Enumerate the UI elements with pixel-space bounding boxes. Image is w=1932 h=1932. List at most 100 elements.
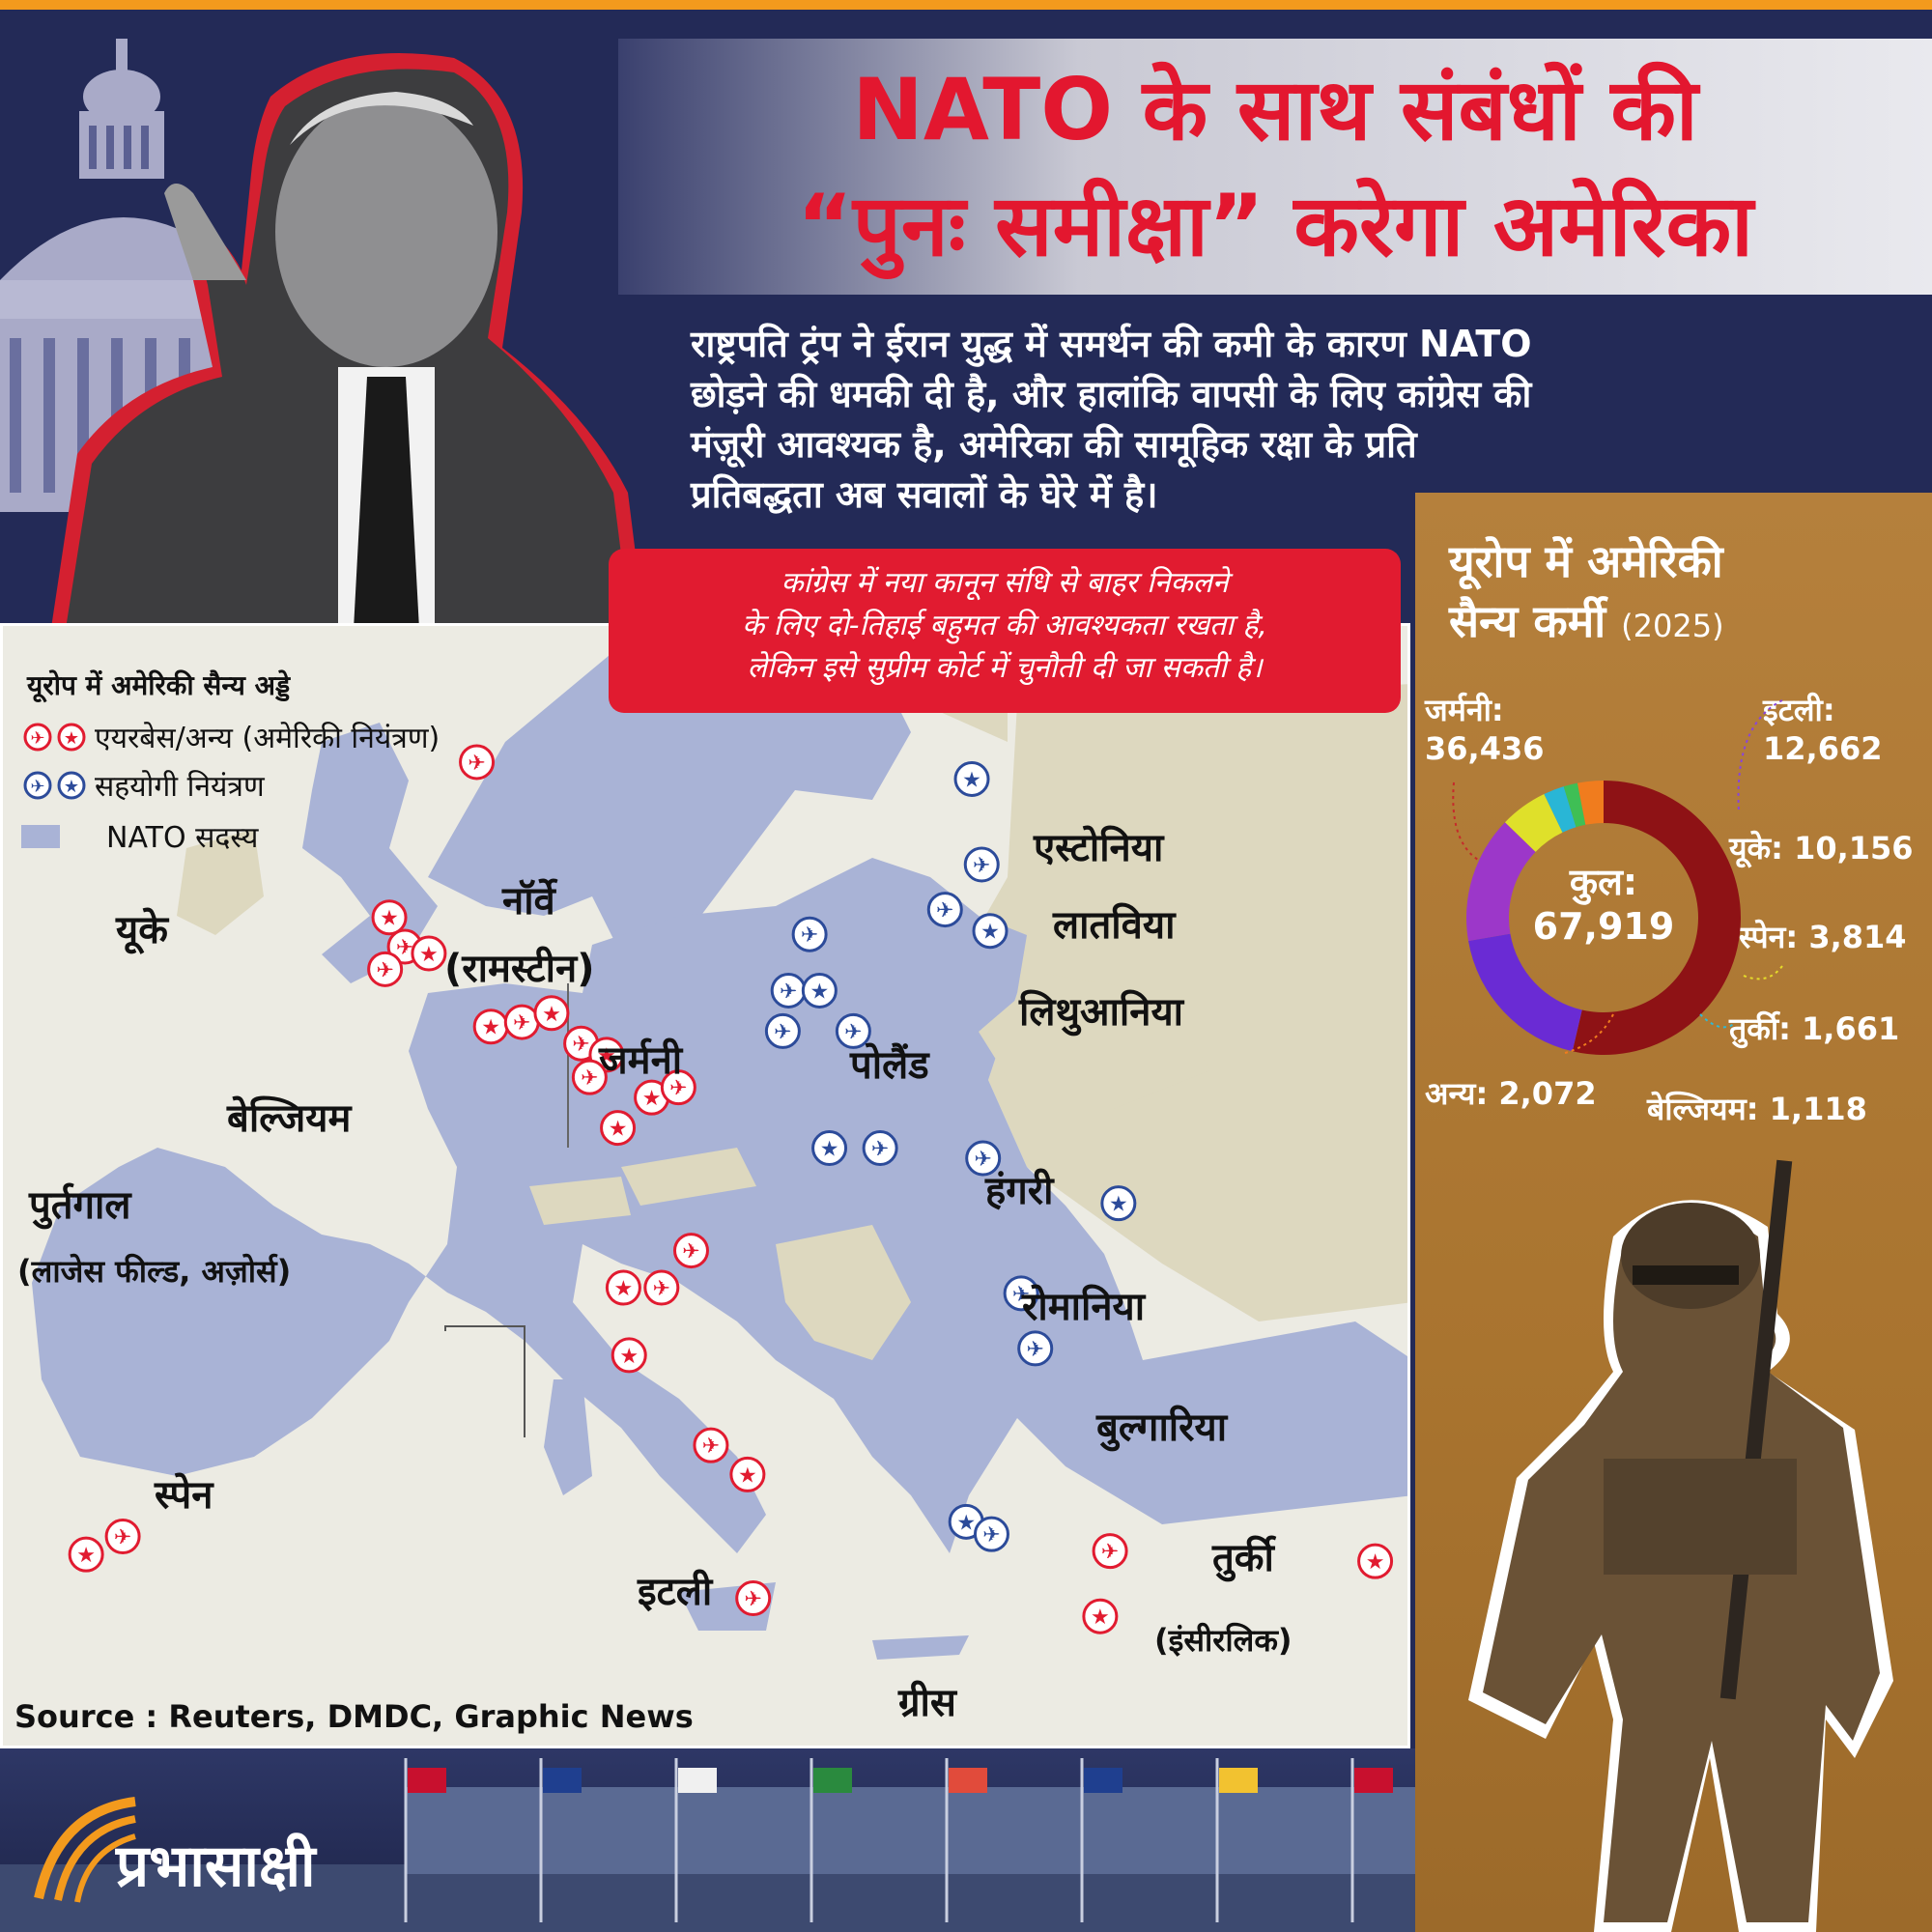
- lead-line-3: मंज़ूरी आवश्यक है, अमेरिका की सामूहिक रक…: [691, 423, 1417, 466]
- us-base-marker: ✈: [660, 1069, 696, 1106]
- us-base-marker: ✈: [643, 1269, 680, 1306]
- nato-hq-banner: [0, 1748, 1415, 1932]
- donut-slice-4: [1544, 786, 1577, 833]
- map-label-italy: इटली: [638, 1570, 713, 1614]
- svg-text:✈: ✈: [1101, 1541, 1119, 1565]
- us-base-marker: ★: [600, 1110, 637, 1147]
- map-label-ramstein: (रामस्टीन): [444, 947, 595, 991]
- map-label-portugal: पुर्तगाल: [29, 1183, 131, 1228]
- ally-base-marker: ★: [972, 913, 1009, 950]
- us-base-marker: ✈: [367, 951, 404, 987]
- svg-text:★: ★: [642, 1087, 662, 1111]
- svg-text:✈: ✈: [745, 1588, 762, 1612]
- callout-line-2: के लिए दो-तिहाई बहुमत की आवश्यकता रखता ह…: [742, 609, 1267, 642]
- turkey-personnel-label: तुर्की: 1,661: [1729, 1010, 1900, 1047]
- svg-text:✈: ✈: [30, 728, 44, 749]
- map-label-greece: ग्रीस: [898, 1681, 956, 1725]
- svg-text:✈: ✈: [1027, 1338, 1044, 1362]
- donut-center-label: कुल: 67,919: [1497, 860, 1710, 949]
- legend-ally-label: सहयोगी नियंत्रण: [95, 770, 265, 804]
- ally-base-marker: ★: [801, 972, 838, 1009]
- svg-text:★: ★: [820, 1138, 839, 1162]
- personnel-title-line-2: सैन्य कर्मी: [1449, 595, 1606, 647]
- lead-line-1: राष्ट्रपति ट्रंप ने ईरान युद्ध में समर्थ…: [691, 323, 1532, 365]
- italy-label-text: इटली:: [1763, 692, 1835, 728]
- map-label-lithuania: लिथुआनिया: [1019, 990, 1184, 1035]
- svg-text:✈: ✈: [871, 1138, 889, 1162]
- map-label-turkey-sub: (इंसीरलिक): [1154, 1622, 1293, 1659]
- us-base-marker: ★: [729, 1456, 766, 1492]
- svg-text:★: ★: [64, 777, 79, 797]
- svg-text:✈: ✈: [30, 777, 44, 797]
- svg-text:★: ★: [609, 1118, 628, 1142]
- us-base-marker: ✈: [459, 744, 496, 781]
- soldier-illustration: [1468, 1159, 1893, 1932]
- nato-hq-flags: [0, 1758, 1415, 1932]
- svg-text:✈: ✈: [513, 1011, 530, 1036]
- germany-label-text: जर्मनी:: [1425, 692, 1504, 728]
- svg-text:★: ★: [980, 921, 1000, 945]
- ally-base-marker: ✈: [926, 892, 963, 928]
- svg-text:✈: ✈: [468, 752, 485, 776]
- ally-base-marker: ✈: [1003, 1275, 1039, 1312]
- personnel-title-line-1: यूरोप में अमेरिकी: [1449, 535, 1723, 587]
- svg-text:★: ★: [76, 1544, 96, 1568]
- headline-line-1: NATO के साथ संबंधों की: [852, 60, 1698, 159]
- map-label-norway: नॉर्वे: [502, 879, 555, 923]
- us-base-marker: ✈: [735, 1580, 772, 1617]
- donut-slice-5: [1563, 782, 1586, 828]
- germany-value-text: 36,436: [1425, 730, 1545, 767]
- map-label-romania: रोमानिया: [1022, 1285, 1146, 1329]
- donut-slice-6: [1577, 781, 1604, 825]
- svg-text:✈: ✈: [844, 1020, 862, 1044]
- us-base-marker: ✈: [672, 1233, 709, 1269]
- map-label-belgium: बेल्जियम: [227, 1096, 352, 1141]
- lead-line-2: छोड़ने की धमकी दी है, और हालांकि वापसी क…: [691, 373, 1532, 415]
- svg-text:✈: ✈: [801, 923, 818, 948]
- svg-text:✈: ✈: [376, 958, 393, 982]
- svg-text:✈: ✈: [114, 1525, 131, 1549]
- ally-base-marker: ★: [953, 760, 990, 797]
- callout-line-1: कांग्रेस में नया कानून संधि से बाहर निकल…: [781, 566, 1229, 600]
- us-base-marker: ★: [1357, 1543, 1394, 1579]
- svg-text:★: ★: [1366, 1550, 1385, 1575]
- legend-ally-control: ✈ ★ सहयोगी नियंत्रण: [21, 765, 265, 805]
- germany-personnel-label: जर्मनी: 36,436: [1425, 691, 1544, 768]
- svg-text:✈: ✈: [780, 980, 797, 1004]
- personnel-panel-title: यूरोप में अमेरिकी सैन्य कर्मी (2025): [1449, 531, 1913, 656]
- us-base-marker: ★: [611, 1337, 647, 1374]
- svg-text:✈: ✈: [974, 1148, 991, 1172]
- logo-wordmark: प्रभासाक्षी: [116, 1833, 316, 1900]
- us-base-marker: ★: [371, 899, 408, 936]
- map-label-turkey: तुर्की: [1212, 1536, 1274, 1580]
- headline-line-2: “पुनः समीक्षा” करेगा अमेरिका: [797, 176, 1753, 275]
- us-base-marker: ★: [411, 935, 447, 972]
- ally-base-marker: ✈: [791, 916, 828, 952]
- ally-base-marker: ✈: [770, 972, 807, 1009]
- lead-line-4: प्रतिबद्धता अब सवालों के घेरे में है।: [691, 473, 1158, 516]
- president-photo: [48, 53, 647, 647]
- us-base-marker: ✈: [571, 1059, 608, 1095]
- svg-text:✈: ✈: [653, 1277, 670, 1301]
- congress-callout: कांग्रेस में नया कानून संधि से बाहर निकल…: [609, 549, 1401, 713]
- map-label-estonia: एस्टोनिया: [1034, 826, 1164, 870]
- donut-slice-2: [1466, 822, 1536, 942]
- svg-text:★: ★: [419, 943, 439, 967]
- ally-base-marker: ✈: [862, 1130, 898, 1167]
- svg-text:★: ★: [597, 1044, 616, 1068]
- nato-swatch: [21, 824, 60, 848]
- svg-text:✈: ✈: [936, 899, 953, 923]
- svg-text:★: ★: [64, 728, 79, 749]
- svg-text:★: ★: [542, 1003, 561, 1027]
- legend-title: यूरोप में अमेरिकी सैन्य अड्डे: [27, 669, 291, 701]
- map-label-latvia: लातविया: [1053, 903, 1176, 948]
- ally-base-marker: ✈: [835, 1012, 871, 1049]
- us-base-marker: ★: [533, 995, 570, 1032]
- ally-base-marker: ✈: [963, 846, 1000, 883]
- svg-text:✈: ✈: [982, 1523, 1000, 1548]
- legend-nato-member: NATO सदस्य: [21, 816, 258, 856]
- ally-base-marker: ★: [1100, 1185, 1137, 1222]
- svg-text:✈: ✈: [581, 1066, 598, 1091]
- header-band: [618, 39, 1932, 295]
- portugal-leader: [444, 1325, 526, 1437]
